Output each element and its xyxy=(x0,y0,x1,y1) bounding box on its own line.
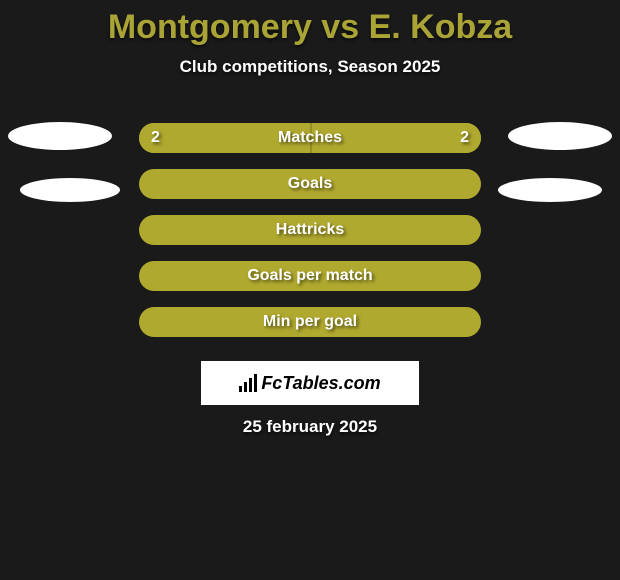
player-avatar xyxy=(498,178,602,202)
player-avatar xyxy=(20,178,120,202)
stat-bar: Hattricks xyxy=(139,215,481,245)
stat-value-left: 2 xyxy=(151,129,160,147)
stat-value-right: 2 xyxy=(460,129,469,147)
player-avatar xyxy=(8,122,112,150)
logo-box[interactable]: FcTables.com xyxy=(201,361,419,405)
stat-label: Matches xyxy=(278,129,342,147)
comparison-widget: Montgomery vs E. Kobza Club competitions… xyxy=(0,0,620,437)
stat-bar: Min per goal xyxy=(139,307,481,337)
stat-label: Goals per match xyxy=(247,267,372,285)
stat-row: Hattricks xyxy=(0,207,620,253)
subtitle: Club competitions, Season 2025 xyxy=(0,57,620,77)
stat-bar: Goals per match xyxy=(139,261,481,291)
stats-area: Matches 2 2 Goals Hattricks Goals per match Mi… xyxy=(0,115,620,345)
stat-label: Goals xyxy=(288,175,332,193)
stat-label: Min per goal xyxy=(263,313,357,331)
stat-bar: Matches 2 2 xyxy=(139,123,481,153)
stat-bar: Goals xyxy=(139,169,481,199)
date-line: 25 february 2025 xyxy=(0,417,620,437)
logo-text: FcTables.com xyxy=(261,373,380,394)
logo-inner: FcTables.com xyxy=(239,373,380,394)
player-avatar xyxy=(508,122,612,150)
stat-row: Goals per match xyxy=(0,253,620,299)
stat-row: Min per goal xyxy=(0,299,620,345)
title: Montgomery vs E. Kobza xyxy=(0,8,620,47)
stat-label: Hattricks xyxy=(276,221,344,239)
bar-chart-icon xyxy=(239,374,257,392)
